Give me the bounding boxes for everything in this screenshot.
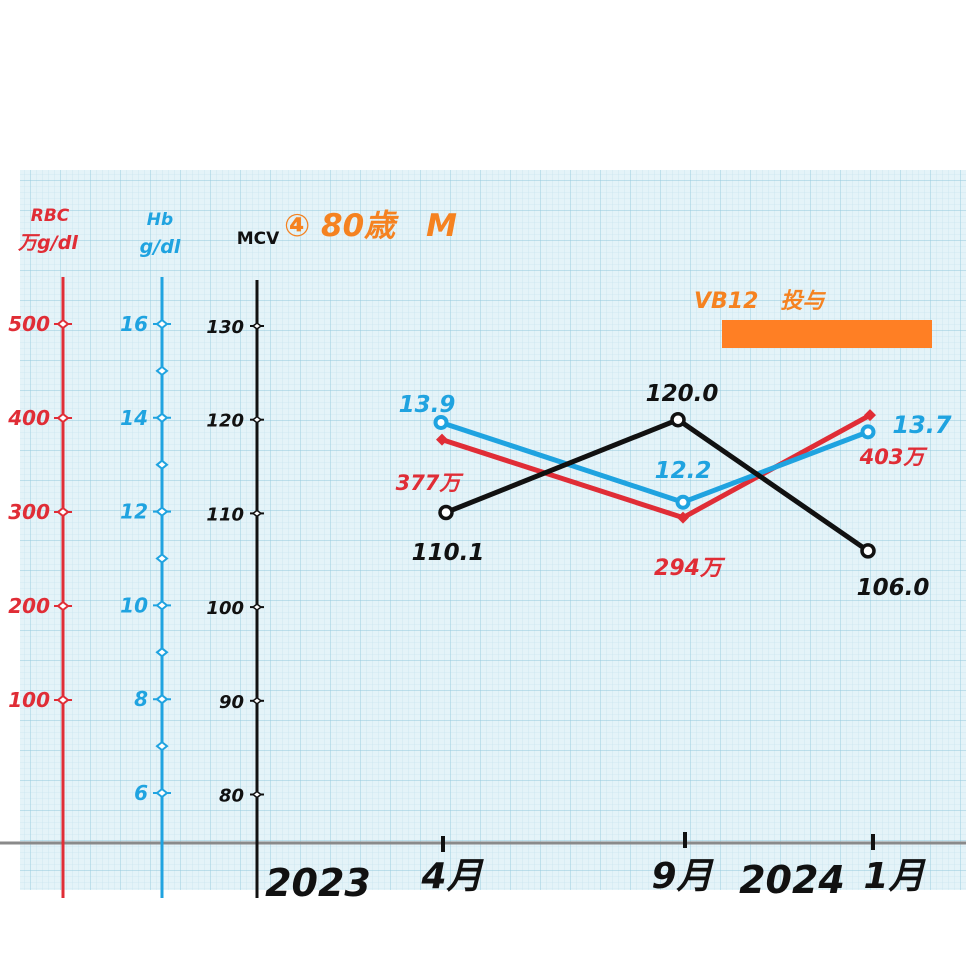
mcv-tick-label: 90 [219,692,244,713]
hb-point [433,414,449,430]
hb-axis-title: Hb [147,210,173,230]
rbc-tick-label: 400 [7,406,50,430]
hb-tick-marker [155,318,169,330]
x-axis: 2023 4月 9月 2024 1月 [265,832,927,905]
mcv-tick-marker [251,603,263,612]
hb-minor-tick [155,365,169,377]
mcv-data-label: 120.0 [646,381,719,407]
x-label-apr: 4月 [420,856,484,897]
rbc-axis-title: RBC [31,206,70,226]
hb-tick-marker [155,600,169,611]
rbc-data-label: 377万 [396,471,465,495]
hb-tick-label: 6 [134,781,148,805]
vb12-annotation-bar [722,320,932,348]
vb12-annotation-label: VB12 投与 [694,289,826,314]
mcv-data-label: 106.0 [857,575,930,601]
hb-tick-label: 14 [120,406,148,430]
mcv-tick-marker [251,696,263,705]
hb-minor-tick [155,647,169,658]
x-label-jan: 1月 [863,856,926,897]
hb-minor-tick [155,740,169,752]
hb-data-label: 13.9 [399,392,456,418]
hb-tick-label: 12 [120,500,148,524]
rbc-tick-marker [56,412,70,424]
mcv-tick-marker [251,790,263,799]
mcv-tick-label: 80 [219,786,244,807]
chart-title: ④ 80歳 M [284,208,457,244]
rbc-data-label: 294万 [654,556,726,581]
mcv-point [860,543,876,559]
mcv-tick-marker [251,415,263,424]
rbc-point [436,433,448,446]
hb-minor-tick [155,459,169,470]
rbc-data-label: 403万 [859,445,929,469]
hb-tick-marker [155,693,169,705]
mcv-axis-title: MCV [237,229,280,249]
rbc-point [864,409,876,422]
x-label-year-2023: 2023 [265,861,371,905]
hb-data-label: 13.7 [892,411,952,439]
hb-point [675,494,691,510]
mcv-tick-label: 120 [206,411,244,432]
rbc-point [677,511,689,524]
hb-tick-label: 10 [120,593,148,617]
rbc-tick-marker [56,694,70,706]
rbc-tick-marker [56,506,70,518]
hb-point [860,424,876,440]
x-label-sep: 9月 [651,856,714,897]
rbc-tick-label: 100 [8,688,50,712]
mcv-tick-label: 110 [206,504,244,525]
hb-tick-marker [155,412,169,424]
graph-paper [20,170,966,890]
rbc-tick-marker [56,600,70,612]
rbc-axis-unit: 万g/dl [17,232,78,254]
mcv-data-label: 110.1 [412,540,485,566]
mcv-point [438,504,454,521]
mcv-tick-marker [251,509,263,518]
rbc-tick-label: 300 [8,500,50,524]
hb-tick-marker [155,506,169,517]
x-label-year-2024: 2024 [739,858,845,902]
hb-axis-unit: g/dl [140,236,181,258]
hb-tick-marker [155,787,169,799]
rbc-tick-label: 500 [8,312,50,336]
hb-tick-label: 8 [134,687,148,711]
rbc-tick-marker [56,318,70,330]
mcv-tick-label: 130 [206,317,244,338]
mcv-point [670,411,686,428]
mcv-tick-label: 100 [206,598,244,619]
rbc-tick-label: 200 [8,594,50,618]
hb-tick-label: 16 [120,312,148,336]
hb-data-label: 12.2 [655,458,712,484]
mcv-tick-marker [251,322,263,330]
hb-minor-tick [155,553,169,564]
